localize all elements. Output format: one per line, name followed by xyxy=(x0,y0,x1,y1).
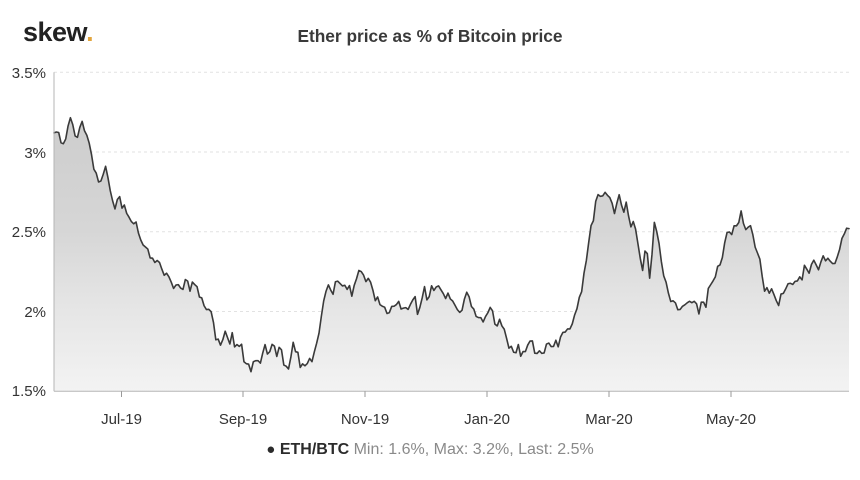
svg-text:Jul-19: Jul-19 xyxy=(101,411,142,428)
svg-text:3.5%: 3.5% xyxy=(12,65,46,82)
svg-text:2%: 2% xyxy=(24,304,46,321)
svg-text:3%: 3% xyxy=(24,145,46,162)
svg-text:1.5%: 1.5% xyxy=(12,383,46,400)
svg-text:May-20: May-20 xyxy=(706,411,756,428)
svg-text:Jan-20: Jan-20 xyxy=(464,411,510,428)
svg-text:Sep-19: Sep-19 xyxy=(219,411,267,428)
svg-text:Nov-19: Nov-19 xyxy=(341,411,389,428)
svg-text:Mar-20: Mar-20 xyxy=(585,411,633,428)
svg-text:2.5%: 2.5% xyxy=(12,224,46,241)
